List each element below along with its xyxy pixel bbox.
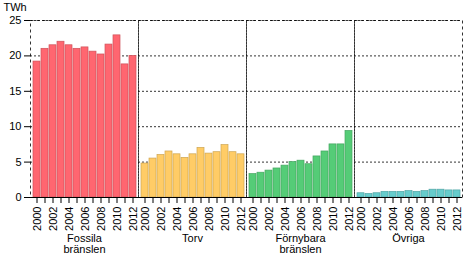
svg-text:2008: 2008 <box>95 207 107 231</box>
svg-text:2010: 2010 <box>111 207 123 231</box>
svg-text:2002: 2002 <box>263 207 275 231</box>
svg-text:2006: 2006 <box>403 207 415 231</box>
svg-text:TWh: TWh <box>4 1 27 13</box>
svg-text:2006: 2006 <box>295 207 307 231</box>
svg-text:2006: 2006 <box>187 207 199 231</box>
svg-text:2004: 2004 <box>63 207 75 231</box>
svg-text:2008: 2008 <box>311 207 323 231</box>
svg-text:2004: 2004 <box>171 207 183 231</box>
svg-text:20: 20 <box>9 49 21 61</box>
svg-text:2002: 2002 <box>155 207 167 231</box>
svg-text:Fossilabränslen: Fossilabränslen <box>63 232 105 255</box>
svg-text:2004: 2004 <box>387 207 399 231</box>
svg-text:2010: 2010 <box>219 207 231 231</box>
svg-text:2012: 2012 <box>343 207 355 231</box>
svg-text:0: 0 <box>15 191 21 203</box>
svg-text:10: 10 <box>9 120 21 132</box>
svg-text:2008: 2008 <box>419 207 431 231</box>
svg-text:2008: 2008 <box>203 207 215 231</box>
svg-text:2010: 2010 <box>327 207 339 231</box>
svg-text:2002: 2002 <box>47 207 59 231</box>
svg-text:2006: 2006 <box>79 207 91 231</box>
svg-text:2012: 2012 <box>451 207 463 231</box>
svg-text:2000: 2000 <box>139 207 151 231</box>
svg-text:15: 15 <box>9 85 21 97</box>
svg-text:2002: 2002 <box>371 207 383 231</box>
svg-text:2012: 2012 <box>235 207 247 231</box>
svg-text:5: 5 <box>15 156 21 168</box>
svg-text:Förnybarabränslen: Förnybarabränslen <box>275 232 326 255</box>
svg-text:Övriga: Övriga <box>392 232 425 244</box>
svg-text:2000: 2000 <box>247 207 259 231</box>
svg-text:25: 25 <box>9 14 21 26</box>
svg-text:2000: 2000 <box>31 207 43 231</box>
svg-text:2004: 2004 <box>279 207 291 231</box>
svg-text:Torv: Torv <box>182 232 203 244</box>
svg-text:2010: 2010 <box>435 207 447 231</box>
svg-text:2012: 2012 <box>127 207 139 231</box>
svg-text:2000: 2000 <box>355 207 367 231</box>
